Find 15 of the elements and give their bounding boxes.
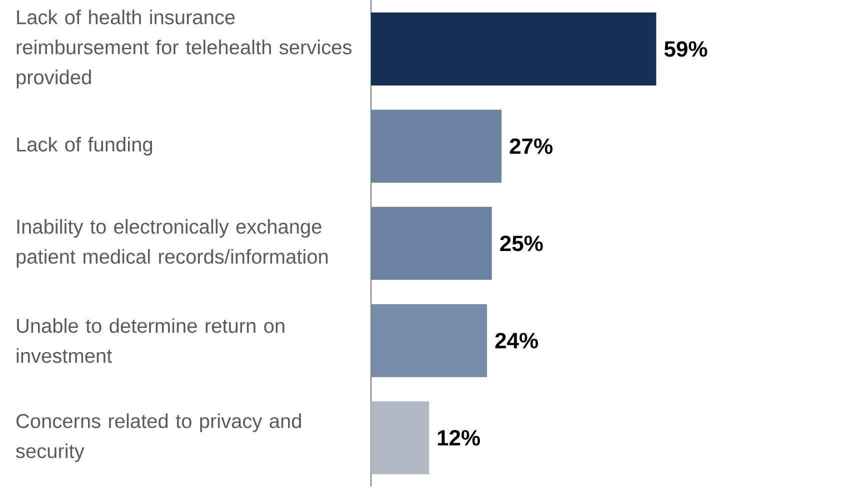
bar xyxy=(371,401,430,474)
data-label: 59% xyxy=(664,41,708,57)
y-tick-label: Lack of health insurance reimbursement for telehealth services provided xyxy=(16,10,352,88)
y-tick-label: Unable to determine return on investment xyxy=(16,318,284,364)
data-label: 24% xyxy=(495,332,538,348)
y-tick-label: Inability to electronically exchange patient medical records/information xyxy=(16,219,328,268)
data-label: 25% xyxy=(500,236,543,252)
bar xyxy=(371,110,502,183)
bar xyxy=(371,12,656,86)
y-tick-label: Concerns related to privacy and security xyxy=(16,414,301,462)
bar xyxy=(371,304,488,378)
bar xyxy=(371,207,492,280)
data-label: 27% xyxy=(510,138,552,154)
y-tick-label: Lack of funding xyxy=(17,136,152,156)
data-label: 12% xyxy=(438,430,480,446)
